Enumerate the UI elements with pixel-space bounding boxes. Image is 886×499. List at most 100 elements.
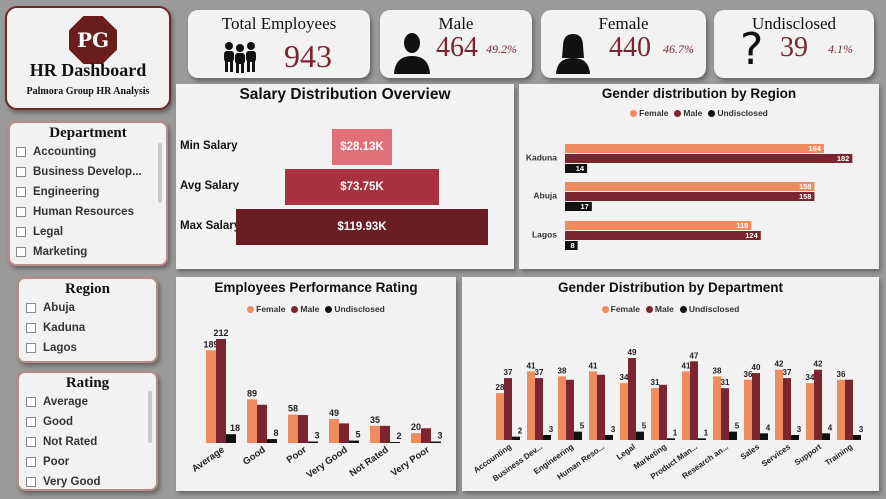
kpi-title: Female [598, 14, 649, 33]
category-label-very-good: Very Good [304, 444, 349, 480]
data-label-female-very-poor: 20 [411, 422, 421, 432]
slicer-item-human-resources[interactable]: Human Resources [16, 202, 166, 222]
data-label-female-product-man: 41 [682, 361, 691, 370]
bar-female-very-good [329, 418, 339, 443]
data-label-undisclosed-sales: 4 [766, 423, 771, 432]
checkbox[interactable] [26, 303, 36, 313]
question-mark-icon: ? [740, 24, 764, 75]
data-label-male-sales: 40 [752, 363, 761, 372]
bar-undisclosed-very-poor [431, 441, 441, 443]
chart-title: Employees Performance Rating [214, 280, 418, 295]
bar-undisclosed-good [267, 439, 277, 443]
slicer-item-accounting[interactable]: Accounting [16, 142, 166, 162]
slicer-item-label: Marketing [33, 246, 88, 258]
checkbox[interactable] [16, 247, 26, 257]
bar-female-human-reso [589, 371, 597, 440]
bar-female-abuja [565, 182, 815, 191]
checkbox[interactable] [16, 187, 26, 197]
checkbox[interactable] [26, 417, 36, 427]
kpi-female: Female 440 46.7% [541, 10, 706, 78]
slicer-item-label: Engineering [33, 186, 100, 198]
data-label-male-research-an: 31 [721, 378, 730, 387]
slicer-item-label: Accounting [33, 146, 97, 158]
checkbox[interactable] [26, 437, 36, 447]
checkbox[interactable] [26, 397, 36, 407]
data-label-male-product-man: 47 [690, 351, 699, 360]
bar-undisclosed-product-man [698, 438, 706, 440]
data-label-undisclosed-research-an: 5 [735, 422, 740, 431]
slicer-item-very-good[interactable]: Very Good [26, 472, 156, 492]
category-label-not-rated: Not Rated [348, 444, 391, 479]
bar-male-very-poor [421, 428, 431, 443]
checkbox[interactable] [16, 227, 26, 237]
data-label-undisclosed-good: 8 [273, 428, 278, 438]
slicer-item-good[interactable]: Good [26, 412, 156, 432]
kpi-undisclosed-value: 39 [780, 32, 808, 63]
bar-male-accounting [504, 378, 512, 440]
slicer-item-average[interactable]: Average [26, 392, 156, 412]
slicer-item-kaduna[interactable]: Kaduna [26, 318, 156, 338]
bar-male-sales [752, 373, 760, 440]
slicer-item-marketing[interactable]: Marketing [16, 242, 166, 262]
checkbox[interactable] [26, 457, 36, 467]
male-person-icon [394, 33, 430, 74]
legend-female: Female [630, 108, 668, 118]
salary-title: Salary Distribution Overview [239, 86, 451, 103]
slicer-item-engineering[interactable]: Engineering [16, 182, 166, 202]
slicer-item-abuja[interactable]: Abuja [26, 298, 156, 318]
salary-label: Min Salary [180, 140, 238, 152]
bar-male-legal [628, 358, 636, 440]
slicer-title: Rating [65, 375, 110, 391]
scrollbar[interactable] [148, 391, 152, 443]
checkbox[interactable] [26, 477, 36, 487]
bar-male-human-reso [597, 374, 605, 440]
bar-female-very-poor [411, 433, 421, 443]
slicer-item-not-rated[interactable]: Not Rated [26, 432, 156, 452]
gender-region-panel: Gender distribution by Region Female Mal… [519, 84, 879, 269]
bar-undisclosed-accounting [512, 436, 520, 440]
data-label-female-lagos: 118 [736, 221, 748, 230]
data-label-female-kaduna: 164 [808, 144, 821, 153]
group-people-icon [224, 42, 256, 73]
kpi-title: Male [438, 14, 474, 33]
slicer-item-label: Kaduna [43, 322, 86, 334]
data-label-undisclosed-support: 4 [828, 423, 833, 432]
data-label-male-business-dev: 37 [535, 368, 544, 377]
slicer-item-poor[interactable]: Poor [26, 452, 156, 472]
data-label-undisclosed-training: 3 [859, 425, 864, 434]
data-label-undisclosed-human-reso: 3 [611, 425, 616, 434]
bar-female-research-an [713, 376, 721, 440]
bar-undisclosed-business-dev [543, 434, 551, 440]
checkbox[interactable] [26, 323, 36, 333]
slicer-item-business-development[interactable]: Business Develop... [16, 162, 166, 182]
data-label-female-good: 89 [247, 388, 257, 398]
scrollbar[interactable] [158, 143, 162, 203]
bar-male-abuja [565, 192, 815, 201]
checkbox[interactable] [16, 147, 26, 157]
checkbox[interactable] [16, 167, 26, 177]
category-label-poor: Poor [285, 444, 309, 466]
bar-undisclosed-human-reso [605, 434, 613, 440]
bar-male-kaduna [565, 154, 853, 163]
bar-male-support [814, 369, 822, 440]
bar-undisclosed-sales [760, 433, 768, 440]
bar-undisclosed-marketing [667, 438, 675, 440]
bar-undisclosed-support [822, 433, 830, 440]
slicer-item-label: Average [43, 396, 88, 408]
checkbox[interactable] [26, 343, 36, 353]
checkbox[interactable] [16, 207, 26, 217]
bar-female-good [247, 399, 257, 443]
bar-male-research-an [721, 388, 729, 440]
data-label-undisclosed-product-man: 1 [704, 428, 709, 437]
bar-male-marketing [659, 384, 667, 440]
data-label-female-legal: 34 [620, 373, 629, 382]
data-label-female-business-dev: 41 [527, 361, 536, 370]
slicer-item-lagos[interactable]: Lagos [26, 338, 156, 358]
salary-label: Max Salary [180, 220, 241, 232]
slicer-item-legal[interactable]: Legal [16, 222, 166, 242]
bar-undisclosed-training [853, 434, 861, 440]
data-label-undisclosed-not-rated: 2 [396, 431, 401, 441]
